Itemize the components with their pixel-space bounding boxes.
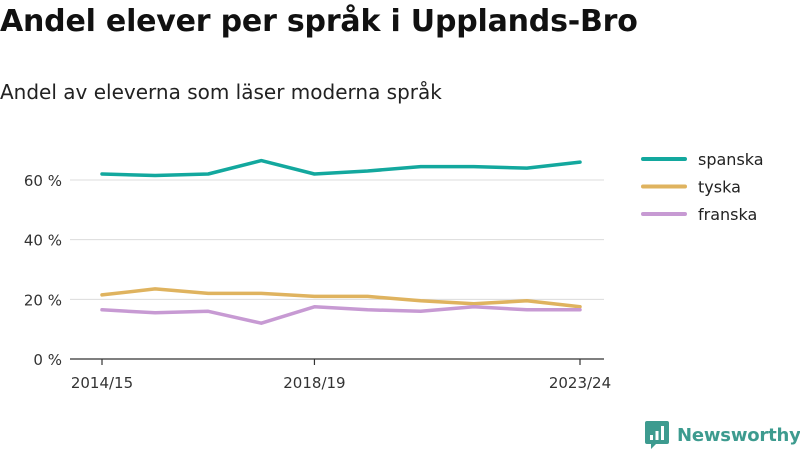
series-line-franska (100, 305, 582, 325)
brand-name: Newsworthy (677, 424, 800, 446)
legend-label: franska (698, 205, 757, 224)
x-tick-label: 2018/19 (283, 374, 345, 392)
series-line-spanska (100, 158, 582, 178)
x-tick-label: 2023/24 (549, 374, 611, 392)
y-tick-label: 60 % (24, 172, 62, 190)
chart-subtitle: Andel av eleverna som läser moderna språ… (0, 80, 442, 104)
y-tick-label: 0 % (33, 351, 62, 369)
x-tick-label: 2014/15 (71, 374, 133, 392)
chart-title: Andel elever per språk i Upplands-Bro (0, 4, 638, 39)
series-line-tyska (100, 287, 582, 309)
legend-label: spanska (698, 150, 764, 169)
brand: Newsworthy (644, 419, 800, 451)
newsworthy-logo-icon (645, 421, 669, 449)
y-tick-label: 20 % (24, 291, 62, 309)
legend-label: tyska (698, 178, 741, 197)
y-tick-label: 40 % (24, 232, 62, 250)
